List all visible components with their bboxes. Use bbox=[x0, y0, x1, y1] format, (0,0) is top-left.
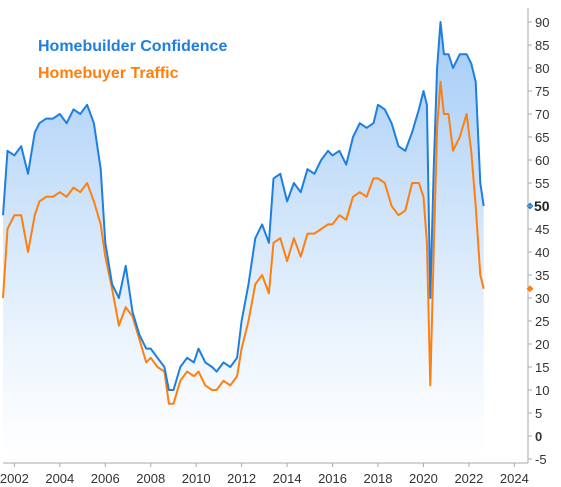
traffic-last-marker bbox=[526, 285, 534, 293]
y-tick-label: 45 bbox=[535, 222, 549, 237]
homebuyer-traffic-line bbox=[2, 80, 485, 405]
x-tick-label: 2006 bbox=[91, 471, 120, 486]
x-tick-label: 2016 bbox=[318, 471, 347, 486]
y-tick-label: 10 bbox=[535, 383, 549, 398]
y-tick-label: 85 bbox=[535, 38, 549, 53]
y-tick-label: -5 bbox=[535, 452, 547, 467]
x-tick-label: 2020 bbox=[409, 471, 438, 486]
series-lines bbox=[2, 21, 485, 405]
x-tick-label: 2008 bbox=[136, 471, 165, 486]
legend-label-homebuilder-confidence: Homebuilder Confidence bbox=[38, 38, 227, 55]
last-value-markers: 50 bbox=[526, 198, 550, 293]
x-tick-label: 2024 bbox=[500, 471, 529, 486]
x-axis: 2002 2004 2006 2008 2010 2012 2014 2016 2018 2020… bbox=[0, 463, 529, 486]
y-tick-label: 40 bbox=[535, 245, 549, 260]
confidence-last-value-label: 50 bbox=[534, 198, 550, 214]
x-tick-label: 2022 bbox=[454, 471, 483, 486]
x-tick-label: 2004 bbox=[45, 471, 74, 486]
x-tick-label: 2018 bbox=[364, 471, 393, 486]
confidence-area-fill bbox=[3, 22, 484, 459]
x-tick-label: 2010 bbox=[182, 471, 211, 486]
x-tick-label: 2002 bbox=[0, 471, 29, 486]
y-tick-label: 75 bbox=[535, 84, 549, 99]
y-tick-label: 35 bbox=[535, 268, 549, 283]
y-tick-label: 30 bbox=[535, 291, 549, 306]
x-tick-label: 2014 bbox=[273, 471, 302, 486]
y-tick-label: 25 bbox=[535, 314, 549, 329]
y-tick-label: 70 bbox=[535, 107, 549, 122]
y-tick-label: 20 bbox=[535, 337, 549, 352]
y-tick-label: 80 bbox=[535, 61, 549, 76]
y-tick-label: 5 bbox=[535, 406, 542, 421]
legend: Homebuilder Confidence Homebuyer Traffic bbox=[38, 38, 227, 82]
y-tick-label: 15 bbox=[535, 360, 549, 375]
y-tick-label: 55 bbox=[535, 176, 549, 191]
legend-label-homebuyer-traffic: Homebuyer Traffic bbox=[38, 65, 179, 82]
y-tick-label: 60 bbox=[535, 153, 549, 168]
y-tick-label: 0 bbox=[535, 429, 542, 444]
y-tick-label: 65 bbox=[535, 130, 549, 145]
y-tick-label: 90 bbox=[535, 15, 549, 30]
confidence-area bbox=[3, 22, 484, 459]
plot-frame bbox=[3, 8, 529, 464]
homebuilder-confidence-line bbox=[2, 21, 485, 391]
x-tick-label: 2012 bbox=[227, 471, 256, 486]
